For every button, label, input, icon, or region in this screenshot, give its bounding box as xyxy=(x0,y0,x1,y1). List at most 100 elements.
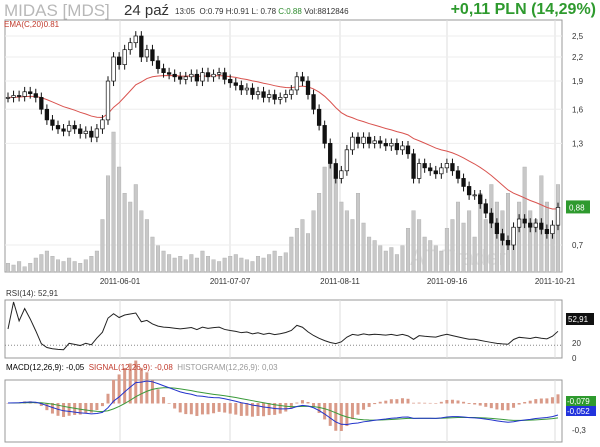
volume-bar xyxy=(33,257,38,273)
histogram-bar xyxy=(39,403,43,406)
candle-body xyxy=(155,60,161,69)
histogram-bar xyxy=(356,403,360,415)
candle-body xyxy=(383,143,388,147)
histogram-bar xyxy=(267,403,271,416)
histogram-bar xyxy=(278,403,282,414)
candle-body xyxy=(505,240,511,246)
candle-body xyxy=(205,72,211,78)
volume-bar xyxy=(528,210,533,273)
rsi-value-badge xyxy=(566,313,594,325)
volume-bar xyxy=(22,266,27,273)
volume-bar xyxy=(183,259,188,273)
histogram-bar xyxy=(289,403,293,409)
volume-bar xyxy=(261,257,266,273)
histogram-bar xyxy=(389,399,393,404)
candle-body xyxy=(83,130,88,134)
volume-bar xyxy=(367,236,372,273)
volume-bar xyxy=(333,175,338,273)
candle-body xyxy=(266,94,272,98)
candle-body xyxy=(200,72,205,82)
candle-body xyxy=(261,91,266,98)
candle-body xyxy=(339,170,344,179)
candle-body xyxy=(116,56,122,65)
volume-bar xyxy=(228,256,233,273)
rsi-line xyxy=(7,301,559,351)
candle-body xyxy=(544,229,550,235)
candle-body xyxy=(172,73,177,78)
candle-body xyxy=(294,76,300,91)
candle-body xyxy=(28,91,33,94)
candle-body xyxy=(522,218,527,224)
volume-bar xyxy=(472,236,477,273)
candle-body xyxy=(144,49,150,58)
volume-bar xyxy=(444,228,449,273)
histogram-bar xyxy=(456,400,460,404)
candle-body xyxy=(233,82,238,86)
volume-bar xyxy=(289,236,294,273)
volume-bar xyxy=(11,264,16,273)
candle-body xyxy=(361,136,366,144)
macd-panel xyxy=(4,379,563,443)
candle-body xyxy=(128,42,133,51)
histogram-bar xyxy=(484,403,488,407)
volume-bar xyxy=(222,257,227,273)
volume-bar xyxy=(467,210,472,273)
histogram-bar xyxy=(228,403,232,414)
signal-value-label: -0,079 xyxy=(567,397,590,406)
candle-body xyxy=(461,178,466,187)
candle-body xyxy=(66,125,72,132)
x-tick-label: 2011-08-11 xyxy=(320,277,360,286)
volume-bar xyxy=(39,254,44,273)
volume-bar xyxy=(189,254,194,273)
candle-body xyxy=(405,145,411,155)
histogram-bar xyxy=(406,398,410,404)
price-change: +0,11 PLN (14,29%) xyxy=(450,1,596,18)
histogram-bar xyxy=(384,400,388,404)
x-tick-label: 2011-09-16 xyxy=(427,277,468,286)
volume-bar xyxy=(256,256,261,273)
candle-body xyxy=(311,94,316,110)
histogram-bar xyxy=(534,399,538,404)
candle-body xyxy=(250,87,255,95)
candle-body xyxy=(94,128,100,138)
histogram-bar xyxy=(245,403,249,416)
candle-body xyxy=(100,119,105,130)
volume-bar xyxy=(417,219,422,273)
candle-body xyxy=(444,163,450,169)
candle-body xyxy=(22,91,27,97)
histogram-bar xyxy=(467,403,471,404)
histogram-bar xyxy=(156,389,160,404)
volume-bar xyxy=(250,261,255,273)
candle-body xyxy=(150,49,155,62)
volume-bar xyxy=(94,250,99,273)
volume-bar xyxy=(456,201,461,273)
candle-body xyxy=(344,149,350,172)
histogram-bar xyxy=(489,403,493,409)
candle-body xyxy=(222,72,227,80)
rsi-value-label: 52,91 xyxy=(568,315,589,324)
candle-body xyxy=(5,97,11,99)
volume-bar xyxy=(217,261,222,273)
histogram-bar xyxy=(284,403,288,412)
candle-body xyxy=(328,143,333,164)
price-panel xyxy=(4,19,563,273)
macd-legend-macd: MACD(12,26,9): -0,05 xyxy=(6,363,85,372)
histogram-bar xyxy=(523,401,527,404)
histogram-bar xyxy=(462,401,466,404)
volume-bar xyxy=(411,210,416,273)
candle-body xyxy=(516,218,522,228)
histogram-bar xyxy=(345,403,349,427)
candle-body xyxy=(511,226,516,246)
candle-body xyxy=(322,125,327,144)
volume-bar xyxy=(139,210,144,273)
histogram-bar xyxy=(217,403,221,412)
candle-body xyxy=(161,68,166,73)
histogram-bar xyxy=(50,403,54,414)
quote-high: H:0.91 xyxy=(225,7,250,16)
volume-bar xyxy=(361,222,366,273)
candle-body xyxy=(555,207,561,226)
candle-body xyxy=(194,73,200,82)
histogram-bar xyxy=(184,403,188,415)
histogram-bar xyxy=(373,403,377,405)
